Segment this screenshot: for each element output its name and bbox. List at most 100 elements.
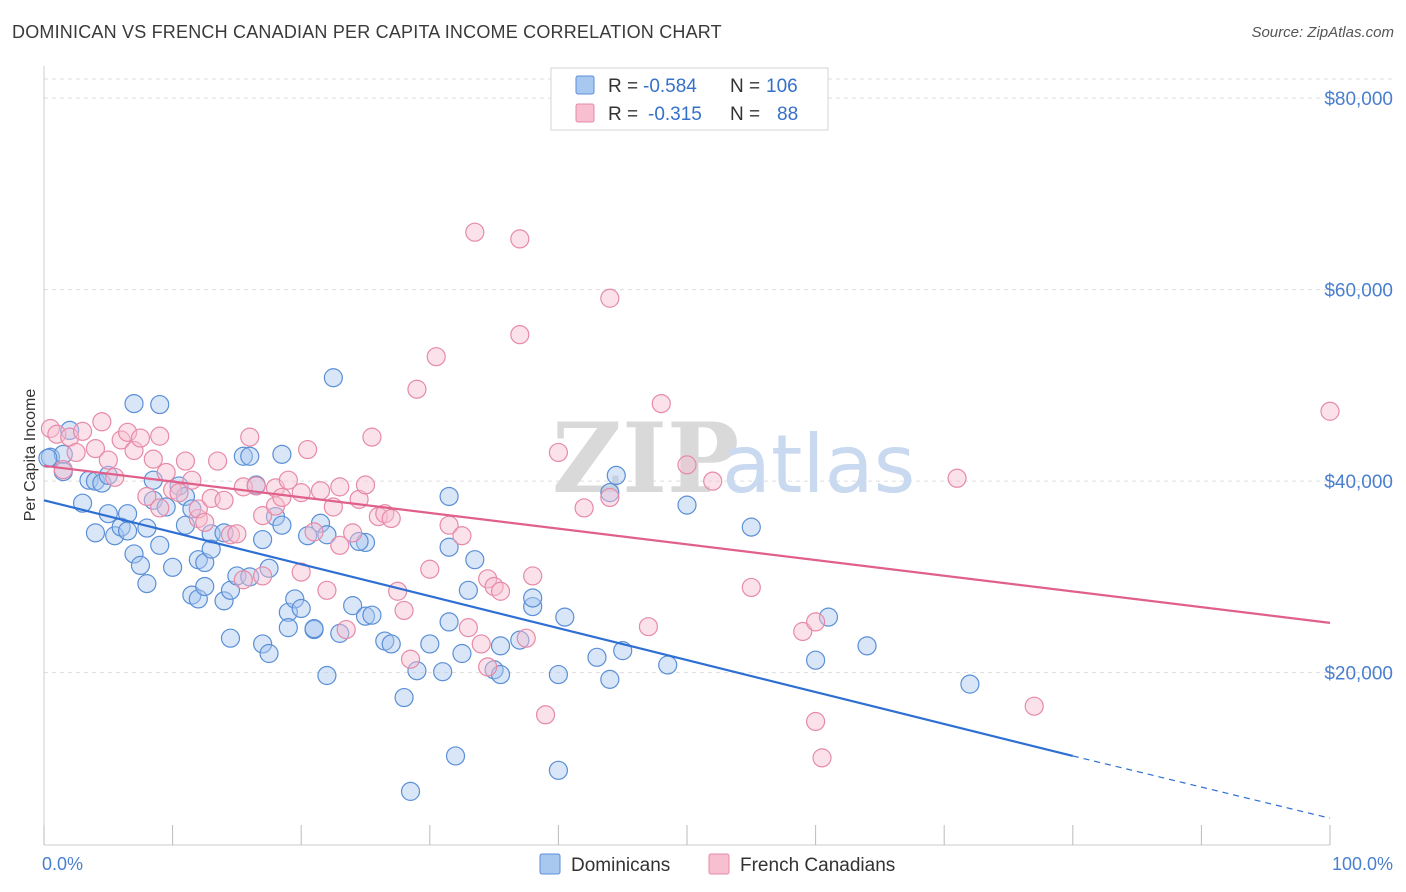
point-dominican-80 bbox=[465, 550, 485, 570]
point-french-canadian-90 bbox=[812, 748, 832, 768]
point-dominican-30 bbox=[188, 589, 208, 609]
watermark-zip-text: ZIP bbox=[552, 402, 739, 515]
point-dominican-15 bbox=[124, 393, 144, 414]
chart-title: DOMINICAN VS FRENCH CANADIAN PER CAPITA … bbox=[12, 22, 722, 42]
point-dominican-78 bbox=[452, 643, 472, 664]
point-french-canadian-13 bbox=[130, 428, 151, 448]
watermark: ZIP atlas bbox=[552, 402, 915, 515]
point-dominican-97 bbox=[741, 517, 761, 537]
point-dominican-88 bbox=[548, 664, 569, 685]
point-dominican-41 bbox=[233, 446, 253, 466]
legend-n-value-2: 88 bbox=[777, 104, 798, 125]
bottom-legend: Dominicans French Canadians bbox=[539, 853, 895, 876]
point-french-canadian-61 bbox=[407, 379, 427, 399]
point-french-canadian-10 bbox=[111, 430, 131, 450]
point-dominican-52 bbox=[278, 618, 298, 638]
legend-n-value-1: 106 bbox=[766, 76, 798, 97]
point-french-canadian-62 bbox=[420, 559, 440, 579]
point-french-canadian-58 bbox=[388, 581, 408, 601]
point-french-canadian-35 bbox=[253, 506, 273, 526]
point-dominican-57 bbox=[304, 619, 324, 639]
y-axis-label: Per Capita Income bbox=[22, 389, 39, 522]
point-french-canadian-48 bbox=[330, 535, 350, 555]
legend: R = -0.584 N = 106 R = -0.315 N = 88 bbox=[550, 67, 829, 131]
point-french-canadian-40 bbox=[278, 470, 298, 490]
y-tick-labels: $20,000 $40,000 $60,000 $80,000 bbox=[1324, 89, 1393, 685]
point-dominican-92 bbox=[600, 483, 620, 503]
point-french-canadian-16 bbox=[150, 426, 170, 446]
point-dominican-18 bbox=[137, 574, 157, 594]
point-dominican-77 bbox=[445, 746, 466, 766]
legend-n-label-2: N = bbox=[730, 104, 760, 125]
legend-box bbox=[550, 67, 829, 131]
point-dominican-90 bbox=[587, 647, 607, 667]
point-dominican-101 bbox=[960, 674, 980, 694]
point-french-canadian-4 bbox=[66, 442, 86, 463]
point-dominican-37 bbox=[214, 591, 234, 611]
point-dominican-91 bbox=[600, 669, 620, 689]
point-dominican-64 bbox=[355, 606, 376, 626]
point-french-canadian-67 bbox=[465, 222, 485, 242]
point-french-canadian-28 bbox=[214, 490, 234, 510]
point-french-canadian-36 bbox=[253, 566, 273, 586]
point-french-canadian-54 bbox=[362, 427, 382, 447]
point-dominican-54 bbox=[291, 598, 311, 619]
point-dominican-65 bbox=[355, 532, 376, 553]
point-french-canadian-21 bbox=[175, 451, 196, 471]
point-french-canadian-79 bbox=[574, 498, 594, 518]
point-dominican-104 bbox=[272, 515, 292, 535]
point-dominican-103 bbox=[117, 521, 138, 541]
point-french-canadian-72 bbox=[490, 581, 511, 601]
point-french-canadian-22 bbox=[182, 470, 202, 490]
point-french-canadian-50 bbox=[336, 619, 356, 640]
point-french-canadian-27 bbox=[208, 451, 228, 471]
point-dominican-75 bbox=[439, 537, 459, 557]
bottom-legend-swatch-french-canadians bbox=[708, 853, 730, 875]
point-dominican-63 bbox=[343, 596, 363, 616]
point-french-canadian-69 bbox=[478, 657, 498, 677]
point-dominican-48 bbox=[259, 558, 279, 578]
point-french-canadian-57 bbox=[381, 508, 401, 529]
point-french-canadian-12 bbox=[124, 440, 144, 461]
point-french-canadian-89 bbox=[805, 711, 826, 732]
point-french-canadian-7 bbox=[92, 412, 112, 432]
point-french-canadian-86 bbox=[741, 577, 761, 598]
point-dominican-24 bbox=[163, 557, 183, 577]
point-dominican-86 bbox=[523, 588, 543, 608]
point-dominican-61 bbox=[323, 368, 343, 388]
point-french-canadian-49 bbox=[330, 477, 350, 497]
point-dominican-38 bbox=[220, 628, 241, 648]
point-french-canadian-46 bbox=[317, 580, 337, 600]
point-french-canadian-44 bbox=[304, 522, 324, 542]
point-french-canadian-73 bbox=[510, 325, 530, 345]
point-french-canadian-29 bbox=[220, 525, 241, 545]
trend-line-dominicans-extension bbox=[1072, 755, 1331, 819]
x-tick-label-min: 0.0% bbox=[42, 854, 83, 874]
point-french-canadian-82 bbox=[638, 617, 659, 637]
point-french-canadian-70 bbox=[478, 569, 498, 589]
point-french-canadian-91 bbox=[947, 468, 967, 488]
point-dominican-72 bbox=[420, 634, 440, 654]
point-french-canadian-84 bbox=[677, 455, 697, 475]
point-dominican-59 bbox=[317, 665, 337, 686]
point-dominican-16 bbox=[130, 555, 151, 576]
point-french-canadian-45 bbox=[310, 481, 331, 501]
point-dominican-42 bbox=[240, 446, 260, 466]
point-french-canadian-53 bbox=[355, 475, 376, 495]
point-french-canadian-15 bbox=[143, 449, 163, 469]
point-french-canadian-63 bbox=[426, 347, 446, 367]
trend-lines bbox=[43, 464, 1331, 819]
point-dominican-73 bbox=[433, 662, 453, 682]
point-dominican-69 bbox=[394, 687, 414, 708]
point-french-canadian-88 bbox=[805, 612, 826, 632]
legend-swatch-dominicans bbox=[575, 75, 595, 95]
point-french-canadian-5 bbox=[72, 421, 93, 441]
legend-r-label-2: R = bbox=[608, 104, 638, 125]
chart-source: Source: ZipAtlas.com bbox=[1251, 24, 1394, 41]
point-dominican-22 bbox=[150, 394, 170, 415]
point-dominican-45 bbox=[253, 529, 273, 550]
point-dominican-28 bbox=[182, 499, 202, 519]
point-french-canadian-39 bbox=[272, 487, 292, 508]
point-french-canadian-65 bbox=[452, 526, 472, 546]
